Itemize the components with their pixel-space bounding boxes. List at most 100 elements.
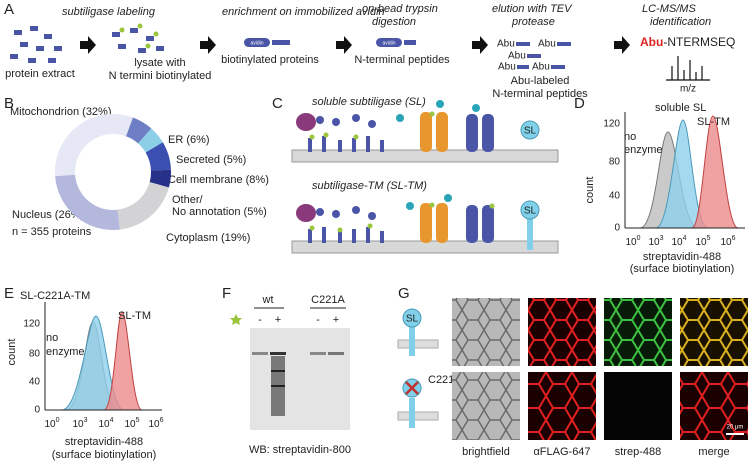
- x-tick-label: 103: [648, 235, 663, 248]
- panel-label: A: [4, 1, 14, 18]
- donut-segment: [55, 113, 133, 177]
- caption: WB: streptavidin-800: [249, 444, 351, 456]
- avidin-bead: [244, 38, 270, 47]
- series-label: enzyme: [624, 144, 663, 156]
- step-label: protein extract: [5, 68, 75, 80]
- step-label: N-terminal peptides: [492, 88, 588, 100]
- western-blot: [250, 328, 350, 430]
- step-title: elution with TEV: [492, 3, 573, 15]
- panel-e: E 0 40 80 120 count SL-C221A-TM SL-TM no…: [4, 285, 164, 461]
- x-tick-label: 105: [124, 417, 139, 430]
- y-tick-label: 0: [614, 223, 620, 234]
- column-label: merge: [698, 446, 729, 458]
- step-label: biotinylated proteins: [221, 54, 319, 66]
- result-highlight: Abu: [640, 35, 663, 49]
- panel-g: G SL C221A 20 μm brightfield αFLAG-647 s…: [397, 285, 748, 458]
- y-tick-label: 0: [34, 405, 40, 416]
- donut-segment: [145, 142, 171, 171]
- step-label: Abu-labeled: [511, 75, 570, 87]
- tick-exponent: 0: [56, 417, 60, 424]
- step-title: subtiligase labeling: [62, 6, 156, 18]
- x-tick-label: 100: [44, 417, 59, 430]
- donut-segment: [125, 117, 152, 144]
- sign-label: +: [275, 314, 281, 326]
- panel-label: F: [222, 285, 231, 302]
- sign-label: -: [316, 314, 320, 326]
- x-tick-label: 104: [98, 417, 113, 430]
- peptide-icon: [527, 54, 541, 58]
- x-title: (surface biotinylation): [52, 449, 157, 461]
- tick-base: 10: [98, 419, 110, 430]
- column-label: αFLAG-647: [533, 446, 590, 458]
- panel-c: C soluble subtiligase (SL) subtiligase-T…: [272, 95, 559, 254]
- tick-base: 10: [44, 419, 56, 430]
- y-title: count: [6, 339, 18, 366]
- tick-base: 10: [124, 419, 136, 430]
- tick-exponent: 4: [683, 235, 687, 242]
- step-label: lysate with: [134, 57, 185, 69]
- y-tick-label: 120: [603, 119, 620, 130]
- donut-segment: [138, 128, 163, 153]
- series-label: SL-C221A-TM: [20, 290, 90, 302]
- enzyme-label: SL: [524, 206, 537, 217]
- x-title: streptavidin-488: [65, 436, 143, 448]
- histogram-shape: [691, 115, 739, 229]
- peptide-icon: [551, 65, 565, 69]
- panel-a: A protein extract subtiligase labeling l…: [4, 1, 735, 100]
- arrows: [80, 36, 630, 54]
- panel-label: D: [574, 95, 585, 112]
- segment-label: Nucleus (26%): [12, 209, 84, 221]
- avidin-bead: [376, 38, 402, 47]
- peptide-icon: [557, 42, 571, 46]
- panel-label: C: [272, 95, 283, 112]
- sign-label: -: [258, 314, 262, 326]
- enzyme-label: SL: [406, 314, 419, 325]
- lane-label: C221A: [311, 294, 345, 306]
- column-label: strep-488: [615, 446, 661, 458]
- note: n = 355 proteins: [12, 226, 92, 238]
- series-label: soluble SL: [655, 102, 706, 114]
- donut-segment: [55, 174, 120, 230]
- x-tick-label: 100: [625, 235, 640, 248]
- abu-tag: Abu: [538, 39, 556, 50]
- step-title: identification: [650, 16, 711, 28]
- tick-exponent: 0: [637, 235, 641, 242]
- tick-base: 10: [648, 237, 660, 248]
- abu-tag: Abu: [497, 39, 515, 50]
- result-sequence: Abu-NTERMSEQ: [640, 35, 735, 49]
- y-tick-label: 80: [29, 349, 41, 360]
- panel-d: D 0 40 80 120 count soluble SL SL-TM no …: [574, 95, 745, 275]
- biotin-star: [230, 314, 242, 325]
- segment-label: Other/: [172, 194, 204, 206]
- panel-label: E: [4, 285, 14, 302]
- membrane-diagram: [291, 100, 559, 254]
- abu-tag: Abu: [498, 62, 516, 73]
- scale-bar-label: 20 μm: [727, 425, 744, 431]
- condition-title: soluble subtiligase (SL): [312, 96, 426, 108]
- panel-f: F wt C221A - + - + WB: streptavidin-800: [222, 285, 351, 456]
- y-tick-label: 80: [609, 157, 621, 168]
- tick-exponent: 5: [707, 235, 711, 242]
- panel-label: G: [398, 285, 410, 302]
- tick-base: 10: [148, 419, 160, 430]
- tick-exponent: 4: [110, 417, 114, 424]
- histogram-shape: [103, 311, 143, 411]
- enzyme-label: SL: [524, 126, 537, 137]
- step-title: on-bead trypsin: [362, 3, 438, 15]
- y-tick-label: 120: [23, 319, 40, 330]
- spectrum: [666, 56, 710, 81]
- x-ticks: 100 103 104 105 106: [44, 417, 163, 430]
- segment-label: No annotation (5%): [172, 206, 267, 218]
- condition-title: subtiligase-TM (SL-TM): [312, 180, 427, 192]
- peptide-icon: [404, 40, 416, 45]
- y-tick-label: 40: [609, 191, 621, 202]
- x-tick-label: 103: [72, 417, 87, 430]
- x-tick-label: 104: [671, 235, 686, 248]
- micrographs: [452, 298, 748, 440]
- bead-label: avidin: [382, 40, 395, 46]
- series-label: no: [624, 131, 636, 143]
- y-tick-label: 40: [29, 377, 41, 388]
- lysate-icons: [112, 28, 164, 53]
- peptide-icon: [517, 65, 529, 69]
